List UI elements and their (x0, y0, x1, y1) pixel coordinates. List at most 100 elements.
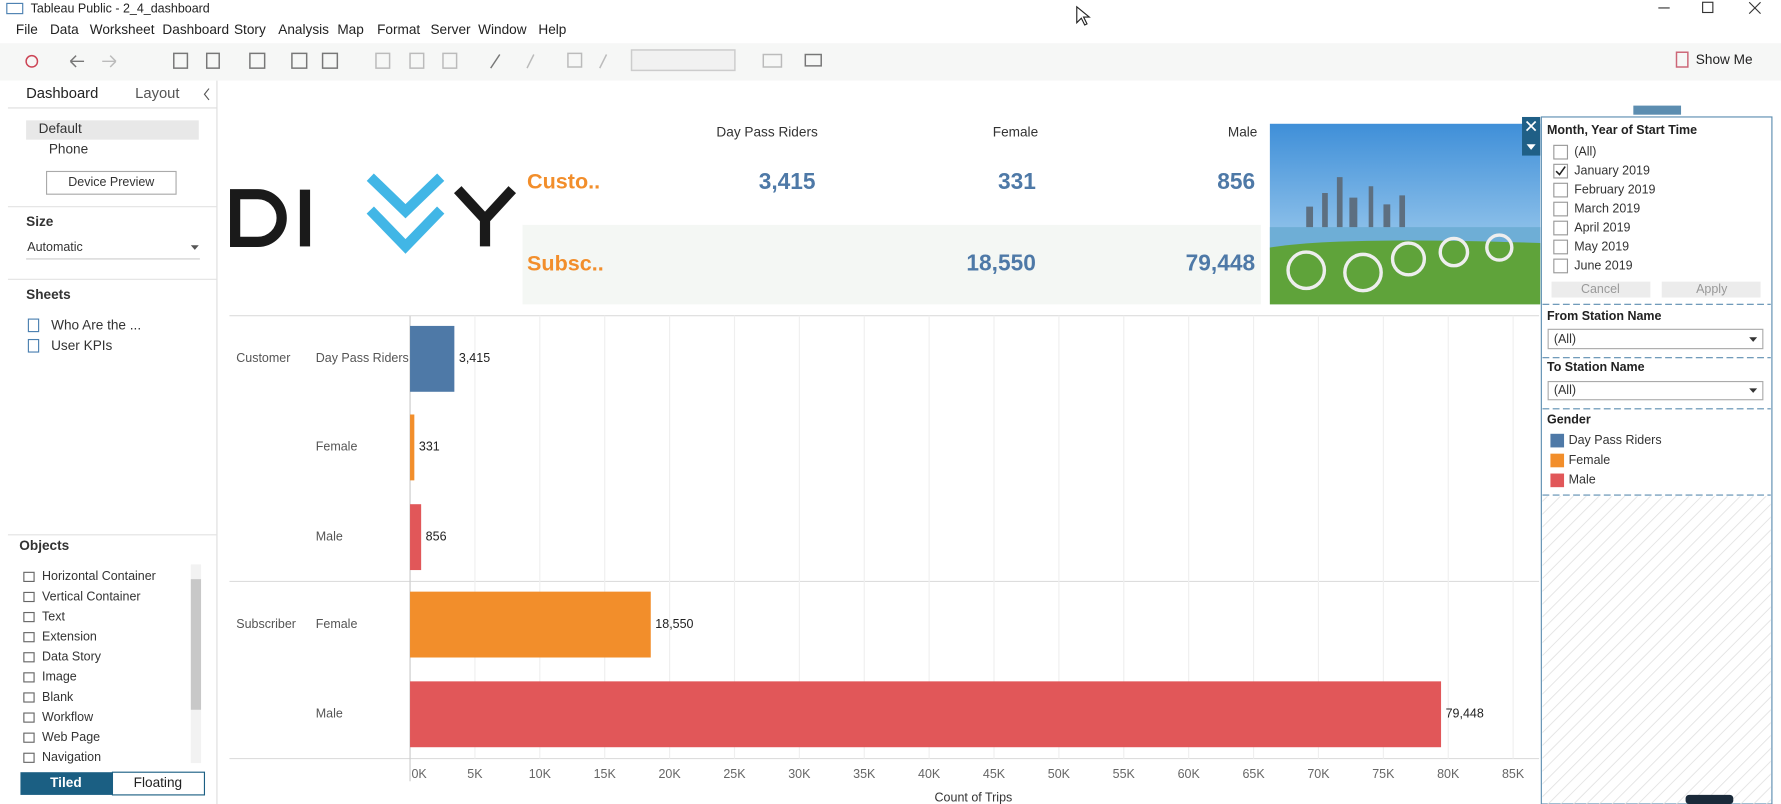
menu-item[interactable]: Window (478, 22, 527, 37)
kpi-value: 3,415 (759, 168, 816, 194)
kpi-header: Male (1228, 124, 1258, 139)
x-tick-label: 10K (529, 767, 552, 781)
kpi-header: Day Pass Riders (716, 124, 818, 139)
object[interactable]: Horizontal Container (42, 569, 156, 583)
dropdown-value[interactable]: (All) (1554, 332, 1576, 346)
button-label[interactable]: Apply (1696, 282, 1728, 296)
bar-value-label: 3,415 (459, 351, 490, 365)
button-label[interactable]: Cancel (1581, 282, 1620, 296)
kpi-header: Female (993, 124, 1038, 139)
x-tick-label: 80K (1437, 767, 1460, 781)
cancel-button[interactable] (1551, 281, 1651, 298)
filter-option[interactable]: (All) (1574, 144, 1596, 158)
object-icon (23, 712, 35, 723)
object[interactable]: Data Story (42, 650, 102, 664)
size-value[interactable]: Automatic (27, 240, 83, 254)
sheet[interactable]: User KPIs (51, 338, 112, 353)
x-tick-label: 30K (788, 767, 811, 781)
x-tick-label: 65K (1242, 767, 1265, 781)
divvy-logo (230, 173, 517, 254)
object[interactable]: Image (42, 670, 77, 684)
chicago-photo (1269, 123, 1541, 305)
bar-value-label: 18,550 (655, 617, 693, 631)
legend-swatch (1550, 433, 1565, 448)
menu-item[interactable]: Analysis (278, 22, 329, 37)
x-axis-title: Count of Trips (935, 791, 1013, 804)
filter-option[interactable]: February 2019 (1574, 182, 1655, 196)
drag-handle[interactable] (1633, 105, 1682, 115)
panel-separators (1542, 303, 1771, 496)
category-label: Male (316, 707, 343, 721)
object-icon (23, 692, 35, 703)
group-label: Customer (236, 351, 290, 365)
layout-mode[interactable]: Tiled (50, 775, 82, 790)
panel-menu (1526, 144, 1536, 150)
sheet-icon (27, 318, 40, 333)
apply-button[interactable] (1661, 281, 1761, 298)
category-label: Day Pass Riders (316, 351, 409, 365)
bar (410, 681, 1442, 748)
object[interactable]: Extension (42, 629, 97, 643)
layout-mode[interactable]: Floating (134, 775, 182, 790)
bar (410, 504, 422, 571)
object-icon (23, 752, 35, 763)
filter-option[interactable]: April 2019 (1574, 220, 1630, 234)
menu-item[interactable]: Help (538, 22, 566, 37)
checkbox[interactable] (1553, 239, 1569, 255)
object[interactable]: Vertical Container (42, 589, 141, 603)
x-tick-label: 45K (983, 767, 1006, 781)
filter-title: From Station Name (1547, 309, 1662, 323)
checkbox[interactable] (1553, 182, 1569, 198)
section-heading: Size (26, 214, 54, 229)
menu-item[interactable]: Story (234, 22, 266, 37)
device[interactable]: Default (39, 121, 82, 136)
filter-option[interactable]: May 2019 (1574, 239, 1629, 253)
object[interactable]: Blank (42, 690, 74, 704)
dropdown-value[interactable]: (All) (1554, 383, 1576, 397)
left-panel (0, 80, 217, 804)
device-preview-label[interactable]: Device Preview (68, 175, 155, 189)
to-station-dropdown[interactable] (1547, 380, 1764, 401)
filter-option[interactable]: January 2019 (1574, 163, 1650, 177)
tab[interactable]: Dashboard (26, 86, 98, 102)
x-tick-label: 85K (1502, 767, 1525, 781)
object[interactable]: Workflow (42, 710, 94, 724)
check-mark (1555, 166, 1566, 176)
floating-button[interactable] (111, 771, 206, 796)
menu-item[interactable]: Data (50, 22, 79, 37)
from-station-dropdown[interactable] (1547, 328, 1764, 350)
tab[interactable]: Layout (135, 86, 179, 102)
collapse-arrow[interactable] (203, 88, 210, 101)
object-icon (23, 571, 35, 582)
window-controls[interactable] (1658, 1, 1761, 15)
menu-item[interactable]: Dashboard (162, 22, 229, 37)
scrollbar-thumb[interactable] (190, 579, 202, 710)
checkbox[interactable] (1553, 220, 1569, 236)
legend-label: Male (1569, 473, 1596, 487)
category-label: Female (316, 617, 358, 631)
menu-item[interactable]: File (16, 22, 38, 37)
tiled-button[interactable] (20, 772, 113, 795)
checkbox[interactable] (1553, 201, 1569, 217)
checkbox[interactable] (1553, 144, 1569, 160)
menu-item[interactable]: Worksheet (90, 22, 155, 37)
panel-close[interactable] (1522, 116, 1541, 156)
bar-value-label: 79,448 (1446, 707, 1484, 721)
object[interactable]: Navigation (42, 750, 101, 764)
menu-item[interactable]: Format (377, 22, 420, 37)
mouse-cursor (1076, 5, 1091, 26)
device-preview-button[interactable] (46, 170, 177, 195)
object[interactable]: Text (42, 609, 65, 623)
x-tick-label: 50K (1048, 767, 1071, 781)
checkbox[interactable] (1553, 258, 1569, 274)
filter-option[interactable]: March 2019 (1574, 201, 1640, 215)
filter-option[interactable]: June 2019 (1574, 258, 1632, 272)
checkbox[interactable] (1553, 163, 1569, 179)
object[interactable]: Web Page (42, 730, 100, 744)
menu-item[interactable]: Server (430, 22, 471, 37)
show-me[interactable]: Show Me (1696, 52, 1753, 67)
sheet[interactable]: Who Are the ... (51, 318, 141, 333)
device[interactable]: Phone (49, 141, 88, 156)
menu-item[interactable]: Map (337, 22, 363, 37)
